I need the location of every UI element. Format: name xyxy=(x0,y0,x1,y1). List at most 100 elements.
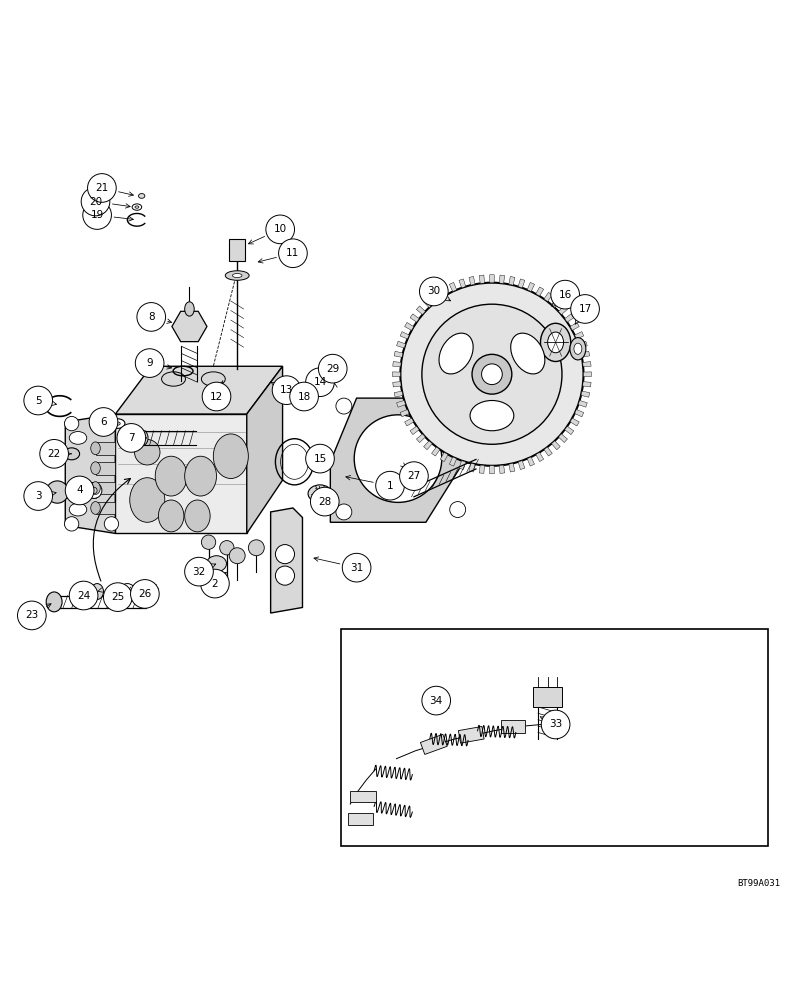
Polygon shape xyxy=(509,276,515,285)
Circle shape xyxy=(248,540,264,556)
Polygon shape xyxy=(404,418,414,426)
Bar xyxy=(348,813,373,825)
Bar xyxy=(533,687,562,707)
Text: 22: 22 xyxy=(48,449,60,459)
Ellipse shape xyxy=(132,204,142,210)
Polygon shape xyxy=(404,322,414,330)
Polygon shape xyxy=(479,465,485,473)
Text: 17: 17 xyxy=(579,304,591,314)
Polygon shape xyxy=(518,279,525,288)
Polygon shape xyxy=(544,447,552,456)
Ellipse shape xyxy=(149,584,157,595)
Ellipse shape xyxy=(185,456,217,496)
Polygon shape xyxy=(65,414,115,533)
Bar xyxy=(341,629,768,846)
Circle shape xyxy=(88,174,116,202)
Circle shape xyxy=(65,476,94,505)
Text: 9: 9 xyxy=(146,358,153,368)
Polygon shape xyxy=(396,400,405,407)
Polygon shape xyxy=(564,314,574,322)
Polygon shape xyxy=(396,341,405,348)
Polygon shape xyxy=(400,332,409,339)
Polygon shape xyxy=(499,275,505,283)
Polygon shape xyxy=(400,409,409,417)
Polygon shape xyxy=(172,311,207,342)
Ellipse shape xyxy=(64,448,80,460)
Polygon shape xyxy=(416,306,425,315)
Polygon shape xyxy=(416,434,425,443)
Text: 26: 26 xyxy=(139,589,151,599)
Text: 31: 31 xyxy=(350,563,363,573)
Circle shape xyxy=(135,349,164,377)
Polygon shape xyxy=(581,391,590,397)
Polygon shape xyxy=(527,282,535,292)
Circle shape xyxy=(450,502,466,518)
Circle shape xyxy=(24,386,53,415)
Ellipse shape xyxy=(69,503,87,516)
Text: 27: 27 xyxy=(408,471,420,481)
Polygon shape xyxy=(575,409,583,417)
Ellipse shape xyxy=(207,556,227,572)
Circle shape xyxy=(89,408,118,436)
Text: 29: 29 xyxy=(326,364,339,374)
Ellipse shape xyxy=(511,333,544,374)
Ellipse shape xyxy=(570,338,586,360)
Polygon shape xyxy=(394,351,403,357)
Ellipse shape xyxy=(201,372,225,386)
Circle shape xyxy=(202,382,231,411)
Ellipse shape xyxy=(439,333,473,374)
Polygon shape xyxy=(490,275,494,283)
Ellipse shape xyxy=(91,584,103,599)
Text: 20: 20 xyxy=(89,197,102,207)
Circle shape xyxy=(275,566,295,585)
Polygon shape xyxy=(536,452,544,462)
Polygon shape xyxy=(583,362,591,367)
Circle shape xyxy=(419,277,448,306)
Circle shape xyxy=(342,553,371,582)
Polygon shape xyxy=(579,341,587,348)
Text: 12: 12 xyxy=(210,392,223,402)
Circle shape xyxy=(400,283,583,466)
Text: 11: 11 xyxy=(287,248,299,258)
Ellipse shape xyxy=(135,440,160,465)
Text: 7: 7 xyxy=(128,433,135,443)
Circle shape xyxy=(119,584,135,599)
Circle shape xyxy=(422,686,451,715)
Polygon shape xyxy=(583,372,591,377)
Polygon shape xyxy=(271,508,302,613)
Circle shape xyxy=(46,481,68,503)
Polygon shape xyxy=(579,400,587,407)
Polygon shape xyxy=(459,279,466,288)
Text: 19: 19 xyxy=(91,210,103,220)
Ellipse shape xyxy=(139,194,145,198)
Polygon shape xyxy=(552,441,560,450)
Ellipse shape xyxy=(135,206,139,208)
Circle shape xyxy=(306,444,334,473)
Circle shape xyxy=(64,416,79,431)
Circle shape xyxy=(117,424,146,452)
Polygon shape xyxy=(564,426,574,435)
Text: 24: 24 xyxy=(77,591,90,601)
Ellipse shape xyxy=(213,434,248,479)
Polygon shape xyxy=(410,314,419,322)
Polygon shape xyxy=(490,466,494,474)
Circle shape xyxy=(91,487,97,494)
Polygon shape xyxy=(544,292,552,301)
Bar xyxy=(96,442,115,455)
Circle shape xyxy=(86,482,102,498)
Text: 6: 6 xyxy=(100,417,107,427)
Polygon shape xyxy=(469,276,475,285)
Text: 13: 13 xyxy=(280,385,293,395)
Circle shape xyxy=(24,482,53,510)
Circle shape xyxy=(354,415,442,502)
Ellipse shape xyxy=(158,500,184,532)
Circle shape xyxy=(541,710,570,739)
Circle shape xyxy=(201,569,229,598)
Polygon shape xyxy=(423,299,432,308)
Bar xyxy=(96,502,115,514)
Polygon shape xyxy=(518,461,525,470)
Ellipse shape xyxy=(111,419,125,428)
Ellipse shape xyxy=(130,478,165,522)
Circle shape xyxy=(450,398,466,414)
Polygon shape xyxy=(559,306,568,315)
